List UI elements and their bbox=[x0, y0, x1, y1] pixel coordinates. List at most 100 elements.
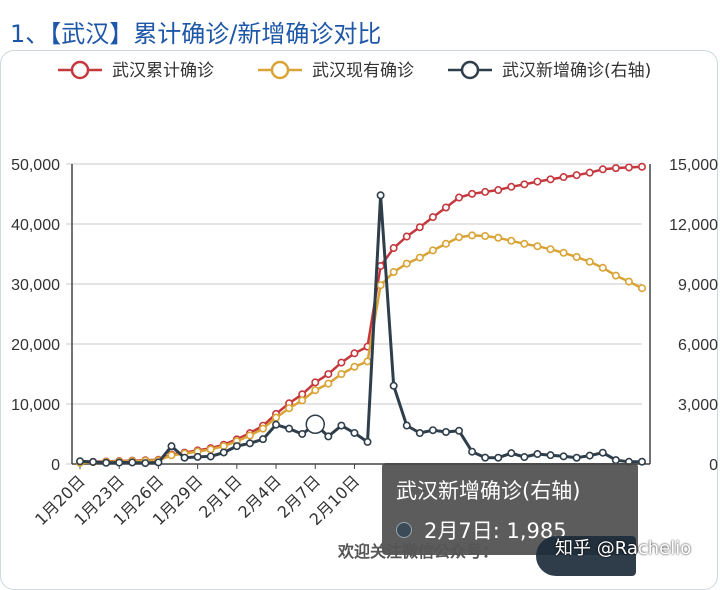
legend: 武汉累计确诊 武汉现有确诊 武汉新增确诊(右轴) bbox=[58, 60, 651, 81]
data-point bbox=[572, 253, 581, 262]
data-point bbox=[533, 450, 542, 459]
data-point bbox=[402, 421, 411, 430]
data-point bbox=[258, 424, 267, 433]
data-point bbox=[337, 358, 346, 367]
data-point bbox=[507, 449, 516, 458]
data-point bbox=[559, 173, 568, 182]
data-point bbox=[598, 165, 607, 174]
data-point bbox=[572, 171, 581, 180]
data-point bbox=[298, 396, 307, 405]
data-point bbox=[389, 244, 398, 253]
data-point bbox=[507, 236, 516, 245]
tooltip-value: 2月7日: 1,985 bbox=[424, 519, 567, 543]
data-point bbox=[533, 242, 542, 251]
data-point bbox=[441, 239, 450, 248]
data-point bbox=[441, 427, 450, 436]
data-point bbox=[637, 284, 646, 293]
data-point bbox=[546, 245, 555, 254]
data-point bbox=[611, 271, 620, 280]
data-point bbox=[520, 453, 529, 462]
data-point bbox=[311, 378, 320, 387]
series-2 bbox=[76, 191, 646, 468]
data-point bbox=[206, 445, 215, 454]
data-point bbox=[598, 263, 607, 272]
data-point bbox=[324, 379, 333, 388]
legend-marker-icon bbox=[70, 60, 90, 80]
data-point bbox=[363, 357, 372, 366]
data-point bbox=[428, 213, 437, 222]
data-point bbox=[206, 452, 215, 461]
data-point bbox=[363, 437, 372, 446]
data-point bbox=[350, 362, 359, 371]
data-point bbox=[559, 452, 568, 461]
data-point bbox=[468, 447, 477, 456]
y-left-tick-label: 0 bbox=[51, 457, 60, 474]
data-point bbox=[193, 452, 202, 461]
data-point bbox=[585, 451, 594, 460]
data-point bbox=[219, 448, 228, 457]
y-right-tick-label: 3,000 bbox=[678, 397, 718, 414]
data-point bbox=[494, 233, 503, 242]
data-point bbox=[115, 458, 124, 467]
y-right-tick-label: 12,000 bbox=[669, 217, 718, 234]
data-point bbox=[481, 187, 490, 196]
data-point bbox=[428, 426, 437, 435]
tooltip-series-name: 武汉新增确诊(右轴) bbox=[396, 479, 581, 503]
footer-text: 欢迎关注微信公众号： bbox=[338, 542, 499, 561]
tooltip-marker-icon bbox=[396, 522, 412, 538]
data-point bbox=[167, 442, 176, 451]
data-point bbox=[637, 162, 646, 171]
series-0 bbox=[76, 162, 646, 467]
legend-label: 武汉现有确诊 bbox=[312, 61, 414, 81]
data-point bbox=[232, 442, 241, 451]
data-point bbox=[559, 248, 568, 257]
data-point bbox=[128, 458, 137, 467]
data-point bbox=[546, 175, 555, 184]
data-point bbox=[441, 203, 450, 212]
data-point bbox=[324, 370, 333, 379]
data-point bbox=[468, 231, 477, 240]
data-point bbox=[337, 369, 346, 378]
data-point bbox=[89, 457, 98, 466]
data-point bbox=[546, 451, 555, 460]
legend-label: 武汉新增确诊(右轴) bbox=[502, 61, 651, 81]
data-point bbox=[389, 267, 398, 276]
data-point bbox=[611, 164, 620, 173]
highlighted-point bbox=[305, 414, 326, 435]
data-point bbox=[298, 429, 307, 438]
data-point bbox=[415, 429, 424, 438]
data-point bbox=[311, 386, 320, 395]
data-point bbox=[285, 424, 294, 433]
data-point bbox=[285, 404, 294, 413]
data-point bbox=[389, 381, 398, 390]
data-point bbox=[494, 186, 503, 195]
data-point bbox=[337, 421, 346, 430]
data-point bbox=[154, 458, 163, 467]
tooltip-row: 2月7日: 1,985 bbox=[396, 515, 624, 545]
data-point bbox=[624, 277, 633, 286]
series bbox=[76, 162, 646, 468]
data-point bbox=[245, 439, 254, 448]
y-right-tick-label: 6,000 bbox=[678, 337, 718, 354]
data-point bbox=[494, 453, 503, 462]
zhihu-watermark: 知乎 @Rachelio bbox=[555, 538, 692, 559]
data-point bbox=[350, 428, 359, 437]
y-left-tick-label: 40,000 bbox=[11, 217, 60, 234]
data-point bbox=[415, 223, 424, 232]
data-point bbox=[350, 349, 359, 358]
hover-tooltip: 武汉新增确诊(右轴) 2月7日: 1,985 bbox=[382, 463, 638, 555]
data-point bbox=[245, 431, 254, 440]
y-left-tick-label: 30,000 bbox=[11, 277, 60, 294]
series-line bbox=[79, 165, 643, 464]
data-point bbox=[598, 448, 607, 457]
data-point bbox=[637, 457, 646, 466]
x-tick-label: 2月4日 bbox=[234, 471, 284, 521]
data-point bbox=[520, 180, 529, 189]
data-point bbox=[585, 168, 594, 177]
data-point bbox=[102, 458, 111, 467]
data-point bbox=[481, 232, 490, 241]
data-point bbox=[507, 182, 516, 191]
data-point bbox=[520, 239, 529, 248]
data-point bbox=[481, 453, 490, 462]
data-point bbox=[585, 257, 594, 266]
